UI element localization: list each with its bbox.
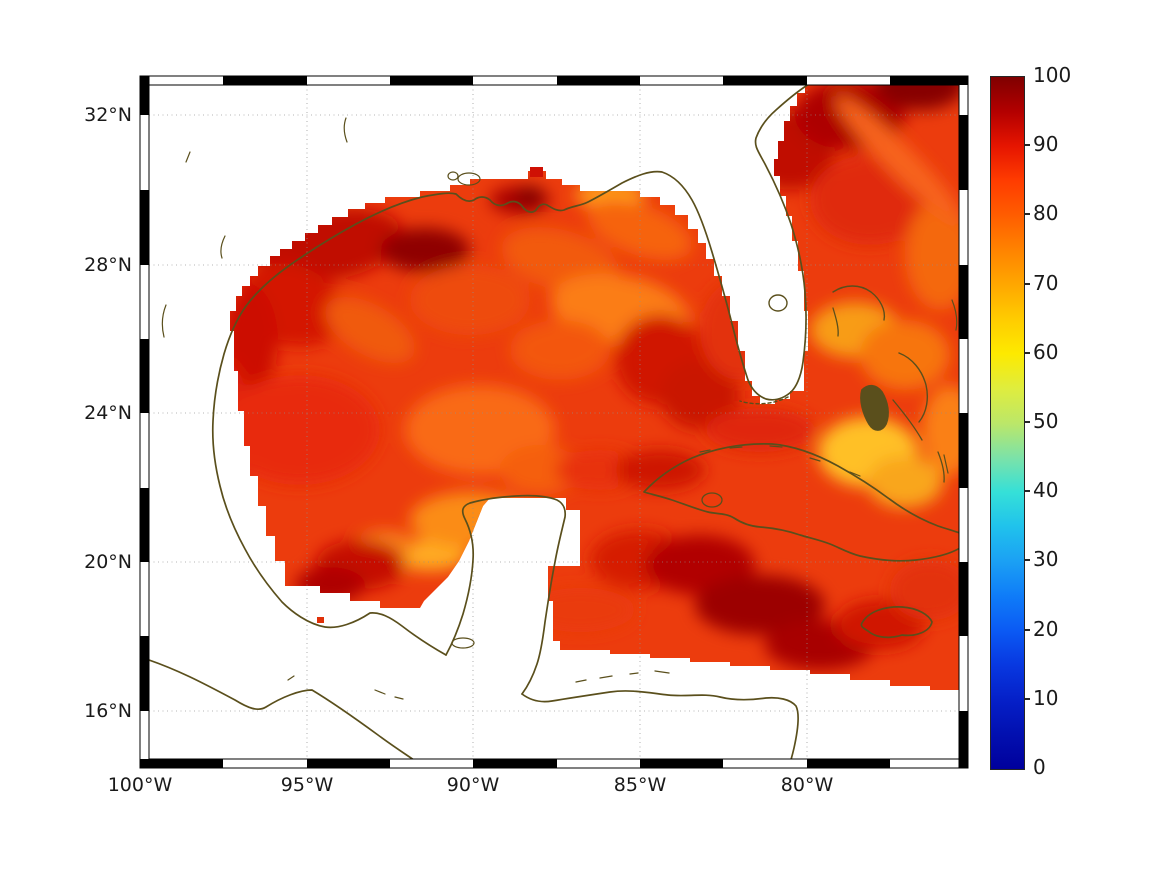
colorbar-tick [1024, 421, 1030, 423]
grid-lines [149, 85, 959, 759]
colorbar-tick [1024, 282, 1030, 285]
colorbar-tick [1024, 559, 1030, 562]
data-field [230, 85, 959, 690]
lon-tick-label: 90°W [446, 774, 500, 796]
lon-tick-label: 85°W [613, 774, 667, 796]
colorbar-tick-label: 90 [1033, 132, 1059, 157]
colorbar-tick-label: 100 [1033, 63, 1072, 87]
colorbar-tick-label: 30 [1033, 547, 1059, 572]
colorbar-tick-label: 70 [1033, 270, 1059, 295]
lon-tick-label: 100°W [107, 774, 173, 796]
data-pixel-lagoon [317, 617, 324, 623]
colorbar-tick-label: 20 [1033, 616, 1059, 641]
lat-tick-label: 24°N [84, 402, 132, 424]
colorbar-tick [1024, 144, 1030, 147]
lat-tick-label: 20°N [84, 551, 132, 573]
data-pixel-delta [530, 167, 543, 177]
colorbar-tick-label: 0 [1033, 755, 1046, 779]
lat-tick-label: 32°N [84, 104, 132, 126]
map-frame-zebra [139, 75, 969, 769]
coastlines [149, 85, 959, 759]
colorbar-tick-label: 10 [1033, 685, 1059, 710]
colorbar [990, 76, 1025, 770]
colorbar-tick [1024, 351, 1030, 354]
colorbar-tick-label: 50 [1033, 409, 1059, 433]
lon-tick-label: 80°W [780, 774, 834, 796]
colorbar-tick [1024, 490, 1030, 493]
colorbar-tick [1024, 213, 1030, 216]
colorbar-tick-label: 80 [1033, 201, 1059, 226]
lon-tick-label: 95°W [280, 774, 334, 796]
colorbar-tick-label: 40 [1033, 478, 1059, 503]
lat-tick-label: 16°N [84, 700, 132, 722]
lat-tick-label: 28°N [84, 254, 132, 276]
colorbar-tick [1024, 697, 1030, 700]
colorbar-tick-label: 60 [1033, 339, 1059, 364]
colorbar-tick [1024, 628, 1030, 631]
